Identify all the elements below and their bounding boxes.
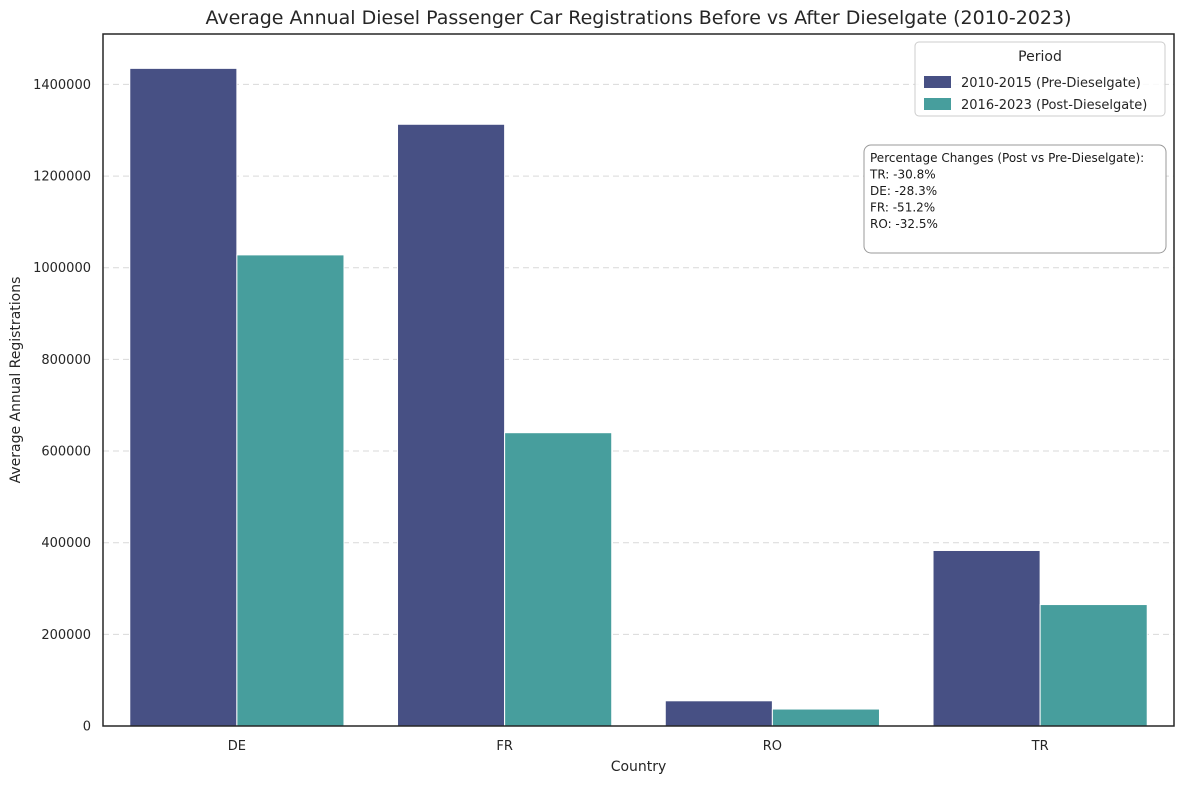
x-tick-label: DE — [228, 739, 246, 754]
bar-tr-series-1 — [932, 549, 1041, 727]
y-tick-label: 200000 — [41, 628, 91, 643]
bar-ro-series-1 — [664, 700, 773, 727]
chart-title: Average Annual Diesel Passenger Car Regi… — [205, 7, 1071, 29]
legend-label: 2016-2023 (Post-Dieselgate) — [961, 98, 1147, 113]
bar-ro-series-2 — [771, 708, 880, 727]
legend-items: 2010-2015 (Pre-Dieselgate) 2016-2023 (Pos… — [924, 76, 1147, 113]
x-tick-label: RO — [763, 739, 782, 754]
annotation-lines: Percentage Changes (Post vs Pre-Dieselga… — [869, 151, 1144, 231]
legend: Period 2010-2015 (Pre-Dieselgate) 2016-20… — [914, 41, 1166, 117]
annotation-line: Percentage Changes (Post vs Pre-Dieselga… — [870, 151, 1144, 165]
bar-de-series-1 — [129, 67, 238, 727]
legend-title: Period — [1018, 49, 1062, 65]
x-tick-label: TR — [1031, 739, 1049, 754]
y-tick-label: 0 — [83, 720, 91, 735]
y-tick-label: 800000 — [41, 353, 91, 368]
y-axis-label: Average Annual Registrations — [8, 277, 24, 484]
bar-fr-series-2 — [504, 432, 613, 727]
x-tick-label: FR — [496, 739, 513, 754]
legend-swatch — [924, 76, 951, 88]
bar-de-series-2 — [236, 254, 345, 727]
legend-label: 2010-2015 (Pre-Dieselgate) — [961, 76, 1141, 91]
bar-tr-series-2 — [1039, 604, 1148, 727]
y-tick-label: 1400000 — [33, 78, 91, 93]
x-axis-ticks: DE FR RO TR — [228, 739, 1049, 754]
bar-fr-series-1 — [397, 123, 506, 727]
y-tick-label: 400000 — [41, 536, 91, 551]
annotation-line: DE: -28.3% — [870, 184, 937, 198]
percentage-change-annotation: Percentage Changes (Post vs Pre-Dieselga… — [863, 144, 1167, 254]
annotation-box — [863, 144, 1167, 254]
legend-swatch — [924, 98, 951, 110]
y-tick-label: 1000000 — [33, 261, 91, 276]
y-tick-label: 1200000 — [33, 170, 91, 185]
plot-frame — [102, 33, 1175, 727]
legend-box — [914, 41, 1166, 117]
bars — [129, 67, 1148, 727]
y-tick-label: 600000 — [41, 445, 91, 460]
annotation-line: RO: -32.5% — [870, 217, 938, 231]
annotation-line: FR: -51.2% — [870, 201, 935, 215]
annotation-line: TR: -30.8% — [869, 168, 936, 182]
y-axis-ticks: 0 200000 400000 600000 800000 1000000 1200000 1… — [33, 78, 91, 735]
x-axis-label: Country — [611, 759, 667, 775]
